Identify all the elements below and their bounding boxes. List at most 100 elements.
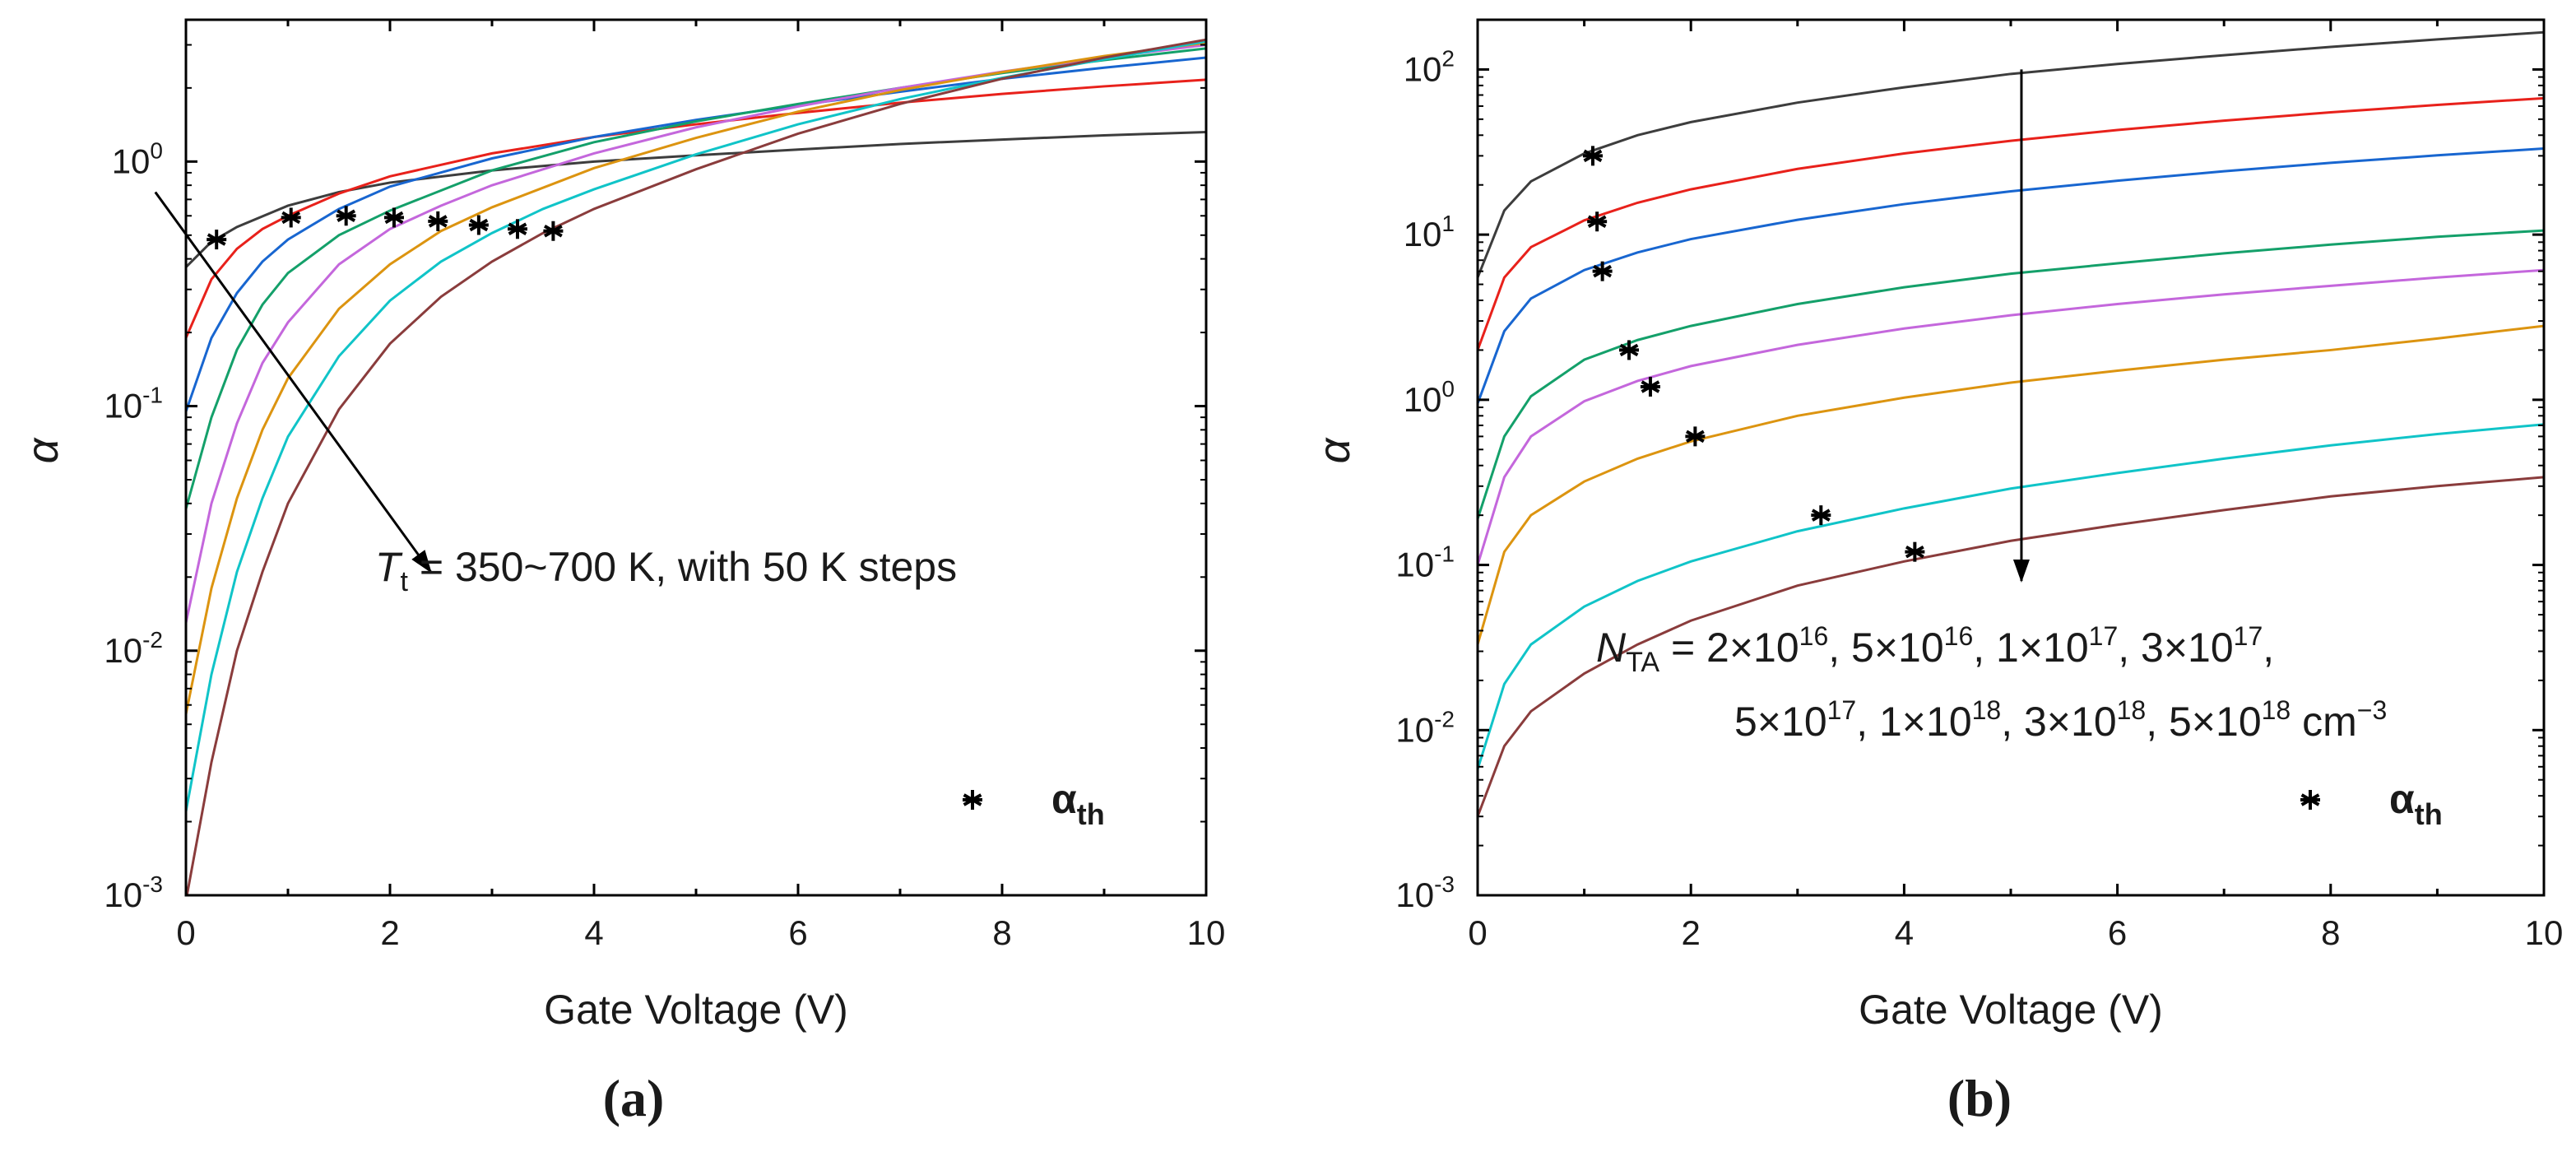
- annotation-text: 5×10: [1734, 699, 1827, 745]
- legend-label: αth: [1051, 776, 1105, 831]
- series-line-6: [186, 39, 1206, 812]
- x-tick-label: 6: [2108, 913, 2127, 952]
- legend-sub: th: [1077, 797, 1105, 831]
- alpha-th-marker: [383, 207, 404, 228]
- annotation-text: , 1×10: [1973, 625, 2088, 671]
- series-line-2: [1478, 147, 2544, 404]
- y-tick-exp: 0: [1441, 376, 1455, 402]
- annotation-exp: 18: [2262, 695, 2291, 725]
- y-tick-exp: 1: [1441, 211, 1455, 236]
- y-tick-base: 10: [1404, 380, 1442, 419]
- x-tick-label: 10: [2525, 913, 2564, 952]
- annotation-rest: = 350~700 K, with 50 K steps: [408, 544, 957, 590]
- series-line-2: [186, 56, 1206, 412]
- panel-label: (b): [1947, 1069, 2012, 1127]
- legend-alpha: α: [1051, 776, 1077, 822]
- alpha-th-marker: [543, 221, 564, 241]
- series-line-4: [1478, 268, 2544, 565]
- annotation-text: , 5×10: [2146, 699, 2261, 745]
- y-tick-base: 10: [104, 387, 142, 425]
- axis-frame: [184, 18, 1208, 897]
- annotation-text: , 5×10: [1828, 625, 1943, 671]
- y-tick-base: 10: [1404, 49, 1442, 88]
- y-tick-exp: -1: [142, 383, 163, 408]
- x-axis-label: Gate Voltage (V): [544, 987, 848, 1033]
- alpha-th-marker: [428, 211, 448, 231]
- x-tick-label: 2: [1682, 913, 1701, 952]
- annotation-italic: N: [1596, 625, 1627, 671]
- alpha-th-marker: [1592, 261, 1613, 281]
- y-tick-label: 10-1: [1395, 541, 1455, 584]
- legend-marker: [2300, 790, 2320, 810]
- annotation-exp: 18: [1972, 695, 2002, 725]
- x-tick-label: 0: [176, 913, 195, 952]
- y-tick-base: 10: [104, 876, 142, 914]
- y-tick-label: 10-3: [104, 871, 163, 914]
- alpha-th-marker: [281, 207, 301, 228]
- series-line-0: [1478, 30, 2544, 278]
- y-tick-base: 10: [1395, 710, 1434, 749]
- alpha-th-marker: [1640, 376, 1660, 397]
- y-tick-exp: 0: [150, 137, 163, 163]
- y-tick-label: 10-1: [104, 383, 163, 425]
- alpha-th-marker: [207, 230, 227, 250]
- annotation-exp: 16: [1944, 621, 1974, 651]
- alpha-th-marker: [1587, 211, 1608, 232]
- y-tick-exp: -1: [1434, 541, 1455, 567]
- y-tick-base: 10: [1395, 876, 1434, 914]
- y-tick-label: 102: [1404, 45, 1455, 88]
- x-tick-label: 6: [788, 913, 807, 952]
- y-tick-exp: -2: [142, 627, 163, 653]
- annotation-line-1: NTA = 2×1016, 5×1016, 1×1017, 3×1017,: [1596, 621, 2274, 678]
- alpha-th-marker: [336, 206, 356, 226]
- series-group: [186, 38, 1206, 895]
- legend-label: αth: [2389, 776, 2443, 831]
- series-line-1: [1478, 96, 2544, 351]
- annotation-italic: T: [375, 544, 403, 590]
- series-line-4: [186, 44, 1206, 624]
- y-tick-label: 10-2: [1395, 706, 1455, 749]
- annotation-text: ,: [2263, 625, 2274, 671]
- y-tick-base: 10: [1404, 215, 1442, 253]
- annotation-sub: TA: [1626, 647, 1659, 678]
- legend-marker: [963, 790, 982, 810]
- series-group: [1478, 30, 2544, 817]
- panel-label: (a): [603, 1069, 665, 1127]
- alpha-th-marker: [1582, 146, 1603, 166]
- y-axis-label: α: [1310, 436, 1359, 463]
- series-line-3: [186, 47, 1206, 509]
- alpha-th-marker: [1685, 426, 1706, 447]
- series-line-1: [186, 78, 1206, 339]
- series-line-0: [186, 130, 1206, 268]
- series-line-5: [1478, 324, 2544, 645]
- y-tick-exp: -3: [1434, 871, 1455, 897]
- x-axis-label: Gate Voltage (V): [1859, 987, 2163, 1033]
- annotation-text: , 3×10: [2001, 699, 2116, 745]
- series-line-6: [1478, 423, 2544, 770]
- y-tick-label: 100: [1404, 376, 1455, 419]
- annotation-exp: 17: [1827, 695, 1857, 725]
- y-tick-base: 10: [104, 631, 142, 670]
- y-tick-exp: -2: [1434, 706, 1455, 732]
- annotation-exp: 17: [2234, 621, 2263, 651]
- y-axis-label: α: [18, 436, 67, 463]
- y-tick-label: 100: [112, 137, 163, 180]
- x-tick-label: 4: [1895, 913, 1914, 952]
- y-tick-base: 10: [112, 142, 151, 180]
- annotation-line-2: 5×1017, 1×1018, 3×1018, 5×1018 cm−3: [1734, 695, 2387, 745]
- series-line-7: [1478, 476, 2544, 817]
- x-tick-label: 8: [2321, 913, 2340, 952]
- annotation-text: = 2×10: [1659, 625, 1799, 671]
- legend-sub: th: [2415, 797, 2443, 831]
- annotation-text: cm: [2291, 699, 2357, 745]
- series-line-7: [186, 38, 1206, 895]
- annotation-exp: 18: [2117, 695, 2147, 725]
- y-tick-label: 10-2: [104, 627, 163, 670]
- y-tick-label: 101: [1404, 211, 1455, 253]
- series-line-3: [1478, 229, 2544, 520]
- y-tick-exp: -3: [142, 871, 163, 897]
